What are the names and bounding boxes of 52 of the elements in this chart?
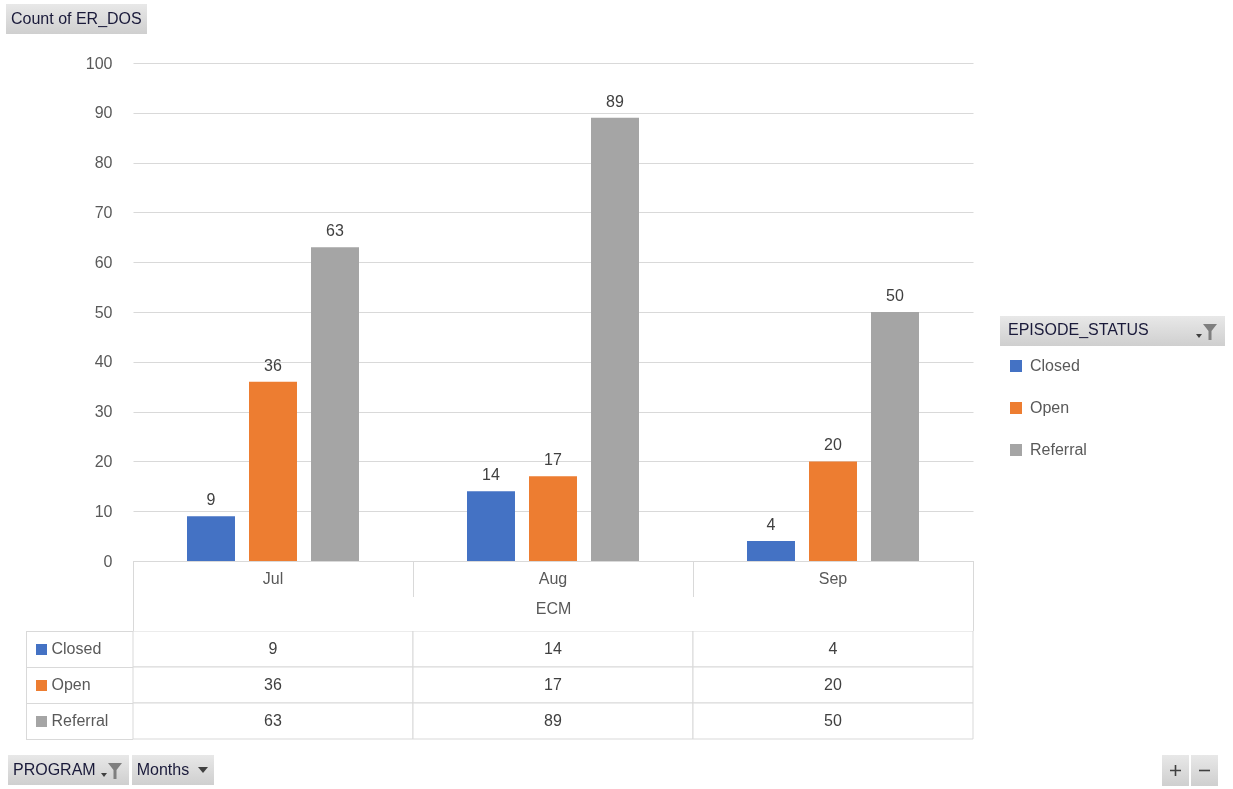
text: PROGRAM xyxy=(13,760,96,780)
bar xyxy=(871,312,919,561)
bar xyxy=(529,476,577,561)
data-label: 63 xyxy=(264,712,282,729)
y-tick-label: Open xyxy=(51,676,91,693)
data-label: 50 xyxy=(886,287,904,304)
text: Months xyxy=(136,760,190,780)
y-tick-label: 20 xyxy=(94,452,113,470)
y-tick-label: Referral xyxy=(51,712,109,729)
legend-label: Referral xyxy=(1030,441,1087,458)
data-label: 36 xyxy=(264,356,282,374)
y-axis-title: Count of ER_DOS xyxy=(6,4,147,34)
bar xyxy=(467,491,515,561)
data-label: 20 xyxy=(824,676,842,693)
x-tick-label: Sep xyxy=(818,569,848,587)
data-label: 20 xyxy=(824,436,842,454)
x-tick-label: Jul xyxy=(262,569,284,587)
bar xyxy=(747,541,795,561)
y-tick-label: 100 xyxy=(85,54,113,72)
y-tick-label: 60 xyxy=(94,253,113,271)
bar xyxy=(311,247,359,561)
data-label: 4 xyxy=(766,516,776,534)
y-tick-label: 50 xyxy=(94,303,113,321)
x-axis-title: ECM xyxy=(535,599,572,617)
data-label: 14 xyxy=(482,466,500,484)
data-label: 63 xyxy=(326,222,344,240)
y-tick-label: 10 xyxy=(94,502,113,520)
data-label: 89 xyxy=(606,92,624,110)
data-label: 36 xyxy=(264,676,282,693)
bar xyxy=(187,516,235,561)
data-label: 89 xyxy=(544,712,562,729)
y-tick-label: 80 xyxy=(94,154,113,172)
data-label: 17 xyxy=(544,451,562,469)
data-label: 9 xyxy=(268,640,278,657)
y-tick-label: Closed xyxy=(51,640,102,657)
x-tick-label: Aug xyxy=(538,569,568,587)
bar xyxy=(809,461,857,561)
data-label: 9 xyxy=(206,491,216,509)
legend-label: Closed xyxy=(1030,357,1080,374)
y-tick-label: 90 xyxy=(94,104,113,122)
bar xyxy=(249,381,297,561)
y-tick-label: 0 xyxy=(103,552,113,570)
bar xyxy=(591,117,639,561)
data-label: 14 xyxy=(544,640,562,657)
y-tick-label: 30 xyxy=(94,403,113,421)
y-tick-label: 40 xyxy=(94,353,113,371)
legend-title: EPISODE_STATUS xyxy=(1008,321,1149,339)
legend-label: Open xyxy=(1030,399,1070,416)
data-label: 50 xyxy=(824,712,842,729)
data-label: 4 xyxy=(828,640,838,657)
y-tick-label: 70 xyxy=(94,203,113,221)
data-label: 17 xyxy=(544,676,562,693)
